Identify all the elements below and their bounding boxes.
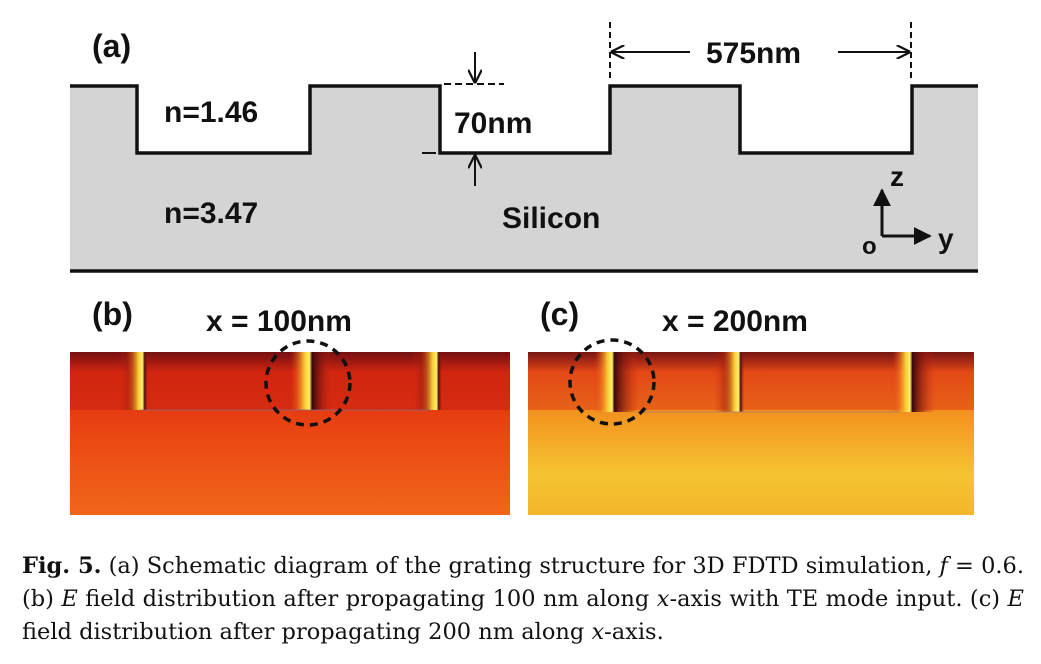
oxide-index-label: n=1.46: [164, 96, 258, 129]
grating-surface-outline: [70, 84, 978, 155]
caption-text-2: = 0.6. (b): [22, 553, 1025, 612]
panel-c-position-label: x = 200nm: [662, 305, 808, 338]
coordinate-axes: z y o: [862, 161, 954, 260]
field-map-b-wall-3: [420, 352, 442, 410]
caption-x-symbol-1: x: [656, 586, 670, 612]
caption-x-symbol-2: x: [591, 619, 605, 645]
caption-text-3: field distribution after propagating 100…: [77, 586, 657, 612]
caption-text-1: (a) Schematic diagram of the grating str…: [101, 553, 940, 579]
highlight-circle-c: [568, 338, 656, 426]
period-label: 575nm: [706, 37, 801, 70]
panel-c-label: (c): [540, 296, 579, 332]
field-map-b-wall-2: [290, 352, 316, 410]
panel-b-label: (b): [92, 296, 133, 332]
figure-caption: Fig. 5. (a) Schematic diagram of the gra…: [22, 550, 1024, 649]
field-map-c: [528, 338, 974, 515]
depth-label: 70nm: [454, 107, 532, 140]
axis-z-label: z: [890, 161, 904, 192]
highlight-circle-b: [264, 339, 352, 427]
panel-b: (b) x = 100nm: [70, 296, 510, 515]
caption-text-5: field distribution after propagating 200…: [22, 619, 592, 645]
caption-e-symbol-1: E: [61, 586, 78, 612]
axis-origin-label: o: [862, 233, 877, 260]
figure: (a) 575nm 70nm n=1.46 n=3.47 Silicon z y…: [70, 22, 978, 515]
panel-b-position-label: x = 100nm: [206, 305, 352, 338]
caption-f-symbol: f: [939, 553, 948, 579]
silicon-grating-body: [70, 86, 978, 270]
field-map-b-wall-1: [126, 352, 148, 410]
caption-figure-label: Fig. 5.: [22, 553, 102, 579]
material-label: Silicon: [502, 202, 600, 235]
panel-a: (a) 575nm 70nm n=1.46 n=3.47 Silicon z y…: [70, 22, 978, 273]
panel-a-label: (a): [92, 28, 131, 64]
field-map-c-wall-3-dark: [912, 352, 936, 412]
field-map-b: [70, 339, 510, 515]
panel-c: (c) x = 200nm: [528, 296, 974, 515]
caption-e-symbol-2: E: [1007, 586, 1024, 612]
caption-text-6: -axis.: [604, 619, 664, 645]
silicon-index-label: n=3.47: [164, 197, 258, 230]
axis-y-label: y: [938, 223, 954, 254]
field-map-b-wall-2-dark: [312, 352, 334, 410]
caption-text-4: -axis with TE mode input. (c): [669, 586, 1008, 612]
field-map-c-wall-2: [722, 352, 744, 412]
field-map-c-wall-1-dark: [614, 352, 640, 412]
